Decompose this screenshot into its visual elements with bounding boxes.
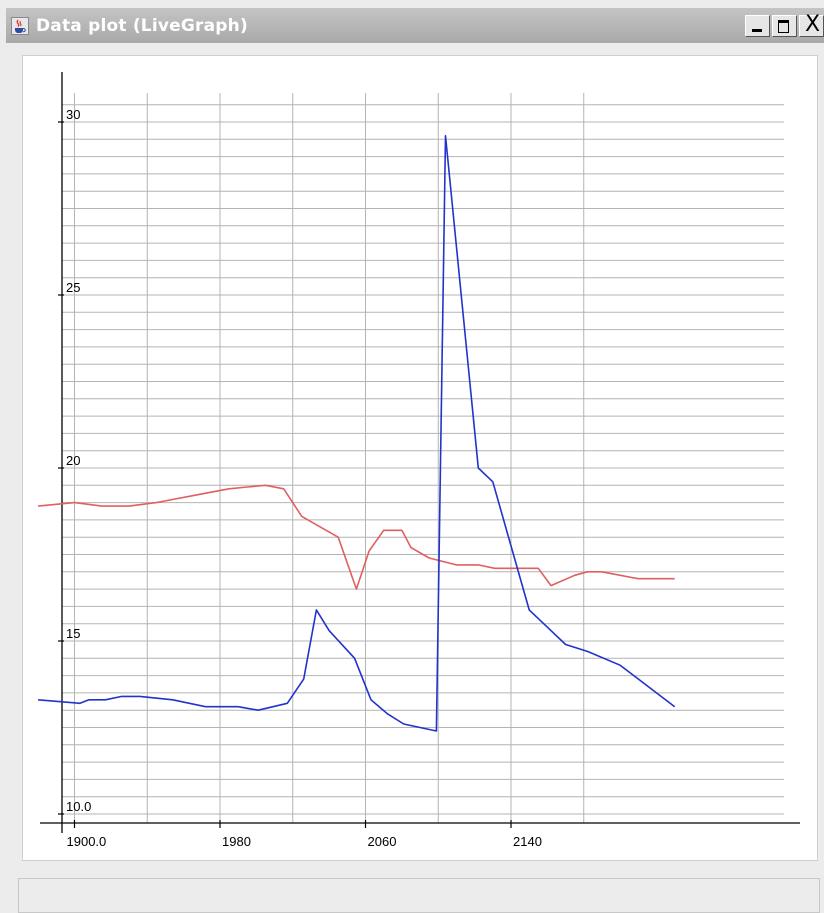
y-tick-label: 20: [66, 453, 80, 468]
y-tick-label: 25: [66, 280, 80, 295]
x-tick-label: 1900.0: [67, 834, 107, 849]
close-icon: X: [804, 12, 821, 37]
tick-labels: 10.0 15 20 25 30 1900.0 1980 2060 2140: [66, 107, 542, 849]
window-title: Data plot (LiveGraph): [36, 15, 248, 36]
series-layer: [38, 135, 676, 732]
maximize-button[interactable]: [772, 15, 797, 37]
x-tick-label: 1980: [222, 834, 251, 849]
status-bar: [18, 878, 820, 913]
x-tick-label: 2060: [368, 834, 397, 849]
x-tick-label: 2140: [513, 834, 542, 849]
title-bar[interactable]: Data plot (LiveGraph) X: [6, 8, 824, 43]
series-line-blue: [38, 135, 676, 732]
close-button[interactable]: X: [799, 12, 824, 37]
minimize-button[interactable]: [745, 15, 770, 37]
series-line-red: [38, 484, 675, 590]
axes: [40, 72, 800, 833]
y-tick-label: 15: [66, 626, 80, 641]
plot-panel: [22, 55, 818, 861]
y-tick-label: 30: [66, 107, 80, 122]
window-controls: X: [743, 12, 824, 37]
java-cup-icon: [10, 16, 30, 36]
grid: [62, 93, 784, 823]
y-tick-label: 10.0: [66, 799, 91, 814]
